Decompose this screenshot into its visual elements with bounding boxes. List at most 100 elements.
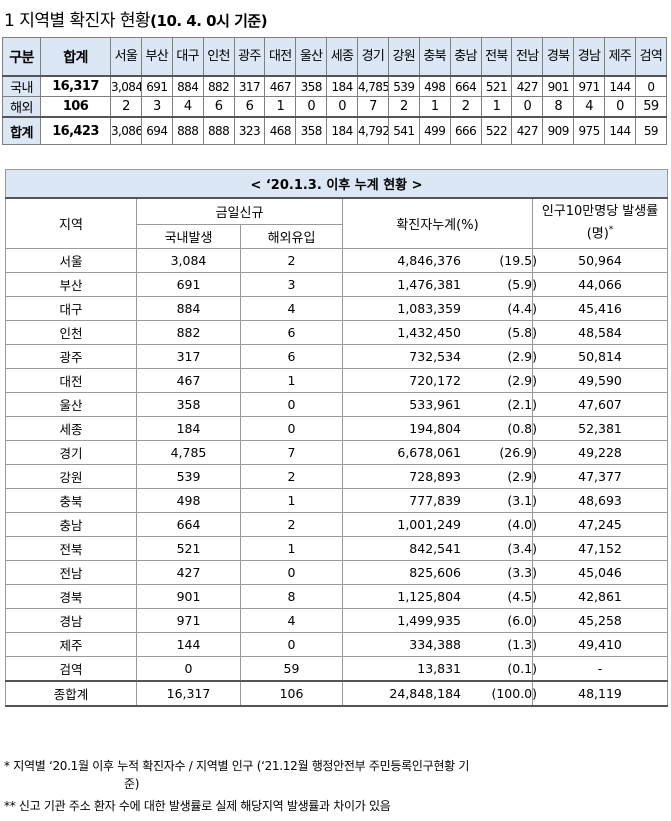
header-region-12: 전북	[480, 37, 513, 77]
cumulative-count: 1,125,804	[397, 589, 461, 604]
header-region-14: 경북	[542, 37, 575, 77]
header-region-6: 울산	[295, 37, 328, 77]
overseas-cell: 0	[240, 560, 343, 585]
cumulative-count: 334,388	[409, 637, 461, 652]
cumulative-count: 1,476,381	[397, 277, 461, 292]
table-row: 검역 0 59 13,831 (0.1) -	[5, 656, 668, 682]
table-row: 대구 884 4 1,083,359 (4.4) 45,416	[5, 296, 668, 321]
cumulative-cell: 825,606 (3.3)	[342, 560, 537, 585]
row-value: 539	[387, 75, 420, 97]
row-value: 888	[171, 116, 204, 145]
table-row: 전남 427 0 825,606 (3.3) 45,046	[5, 560, 668, 585]
table-row: 대전 467 1 720,172 (2.9) 49,590	[5, 368, 668, 393]
header-region-17: 검역	[634, 37, 668, 77]
table-caption: < ‘20.1.3. 이후 누계 현황 >	[5, 169, 668, 199]
region-cell: 서울	[5, 248, 137, 273]
title-text: 1 지역별 확진자 현황	[4, 11, 151, 31]
rate-cell: 44,066	[532, 272, 668, 297]
row-value: 6	[233, 96, 266, 118]
cumulative-count: 4,846,376	[397, 253, 461, 268]
row-value: 4	[573, 96, 605, 118]
domestic-cell: 427	[136, 560, 241, 585]
row-total: 16,317	[40, 75, 111, 97]
row-value: 323	[233, 116, 266, 145]
table-row: 제주 144 0 334,388 (1.3) 49,410	[5, 632, 668, 657]
row-value: 691	[140, 75, 173, 97]
cumulative-percent: (100.0)	[491, 686, 537, 701]
region-cell: 부산	[5, 272, 137, 297]
header-region-2: 대구	[171, 37, 204, 77]
header-region-4: 광주	[233, 37, 266, 77]
cumulative-percent: (6.0)	[507, 613, 537, 628]
domestic-cell: 3,084	[136, 248, 241, 273]
summary-table: 구분 합계 서울 부산 대구 인천 광주 대전 울산 세종 경기 강원 충북 충남 전북 전남 경북 경남 제주 검역…	[2, 37, 668, 145]
row-value: 2	[110, 96, 142, 118]
row-value: 358	[295, 116, 328, 145]
overseas-cell: 0	[240, 392, 343, 417]
region-cell: 대전	[5, 368, 137, 393]
overseas-cell: 1	[240, 488, 343, 513]
row-value: 0	[634, 75, 668, 97]
cumulative-percent: (2.1)	[507, 397, 537, 412]
domestic-cell: 467	[136, 368, 241, 393]
cumulative-cell: 4,846,376 (19.5)	[342, 248, 537, 273]
region-cell: 제주	[5, 632, 137, 657]
row-value: 498	[418, 75, 451, 97]
cumulative-cell: 194,804 (0.8)	[342, 416, 537, 441]
cumulative-count: 13,831	[417, 661, 461, 676]
rate-cell: -	[532, 656, 668, 682]
row-value: 694	[140, 116, 173, 145]
rate-cell: 47,377	[532, 464, 668, 489]
overseas-cell: 6	[240, 344, 343, 369]
row-value: 427	[511, 75, 544, 97]
row-value: 144	[604, 116, 636, 145]
overseas-cell: 4	[240, 608, 343, 633]
rate-cell: 48,584	[532, 320, 668, 345]
cumulative-cell: 533,961 (2.1)	[342, 392, 537, 417]
cumulative-count: 1,432,450	[397, 325, 461, 340]
region-cell: 종합계	[5, 680, 137, 707]
rate-cell: 45,258	[532, 608, 668, 633]
cumulative-percent: (2.9)	[507, 373, 537, 388]
overseas-cell: 0	[240, 416, 343, 441]
row-label: 합계	[2, 116, 41, 145]
row-value: 0	[511, 96, 544, 118]
cumulative-cell: 6,678,061 (26.9)	[342, 440, 537, 465]
row-value: 4	[171, 96, 204, 118]
header-region: 지역	[5, 197, 137, 249]
cumulative-percent: (3.3)	[507, 565, 537, 580]
overseas-cell: 6	[240, 320, 343, 345]
row-value: 882	[202, 75, 235, 97]
rate-cell: 49,410	[532, 632, 668, 657]
region-cell: 세종	[5, 416, 137, 441]
domestic-cell: 4,785	[136, 440, 241, 465]
overseas-cell: 1	[240, 368, 343, 393]
cumulative-cell: 720,172 (2.9)	[342, 368, 537, 393]
row-value: 3	[140, 96, 173, 118]
cumulative-cell: 777,839 (3.1)	[342, 488, 537, 513]
row-value: 184	[326, 116, 358, 145]
cumulative-cell: 24,848,184 (100.0)	[342, 680, 537, 707]
region-cell: 전북	[5, 536, 137, 561]
row-value: 144	[604, 75, 636, 97]
domestic-cell: 539	[136, 464, 241, 489]
cumulative-percent: (4.0)	[507, 517, 537, 532]
domestic-cell: 16,317	[136, 680, 241, 707]
overseas-cell: 59	[240, 656, 343, 682]
overseas-cell: 7	[240, 440, 343, 465]
row-value: 901	[542, 75, 575, 97]
rate-cell: 48,693	[532, 488, 668, 513]
cumulative-cell: 334,388 (1.3)	[342, 632, 537, 657]
domestic-cell: 317	[136, 344, 241, 369]
cumulative-percent: (2.9)	[507, 469, 537, 484]
row-value: 4,792	[357, 116, 389, 145]
cumulative-cell: 1,432,450 (5.8)	[342, 320, 537, 345]
cumulative-percent: (5.8)	[507, 325, 537, 340]
cumulative-count: 825,606	[409, 565, 461, 580]
domestic-cell: 184	[136, 416, 241, 441]
row-value: 1	[264, 96, 297, 118]
row-value: 3,084	[110, 75, 142, 97]
cumulative-cell: 13,831 (0.1)	[342, 656, 537, 682]
row-value: 2	[449, 96, 482, 118]
row-value: 8	[542, 96, 575, 118]
